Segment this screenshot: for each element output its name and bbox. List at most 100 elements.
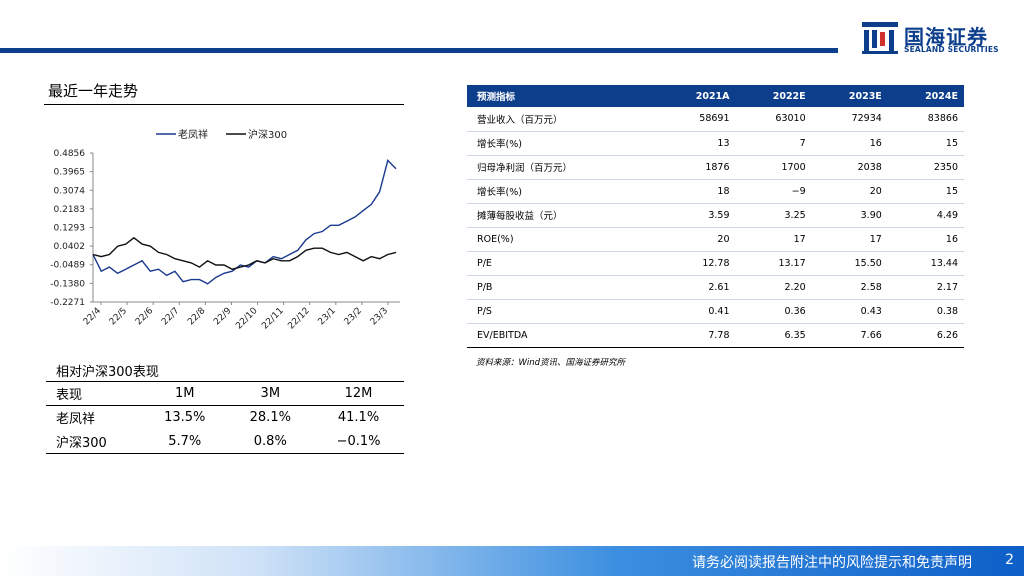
logo-text: 国海证券 (904, 25, 988, 49)
forecast-cell: 3.90 (811, 203, 888, 228)
relative-performance-table: 表现 1M 3M 12M 老凤祥 13.5% 28.1% 41.1% 沪深300… (46, 381, 404, 454)
y-tick-label: -0.0489 (50, 261, 85, 271)
header-rule (0, 48, 838, 53)
forecast-cell: 2.61 (659, 275, 736, 300)
forecast-cell: 0.36 (735, 299, 812, 324)
forecast-row: EV/EBITDA 7.78 6.35 7.66 6.26 (467, 323, 964, 348)
forecast-cell: 18 (659, 179, 736, 204)
legend-label: 老凤祥 (178, 128, 208, 141)
y-tick-label: 0.2183 (54, 205, 86, 215)
forecast-cell: 2.17 (887, 275, 964, 300)
logo-subtext: SEALAND SECURITIES (904, 45, 999, 54)
forecast-cell: 17 (811, 227, 888, 252)
perf-header-cell: 1M (142, 381, 228, 406)
forecast-cell: 17 (735, 227, 812, 252)
forecast-cell: 72934 (811, 107, 888, 132)
forecast-row: 归母净利润（百万元） 1876 1700 2038 2350 (467, 155, 964, 180)
x-tick-label: 22/4 (82, 306, 104, 328)
forecast-cell: 16 (811, 131, 888, 156)
forecast-row: ROE(%) 20 17 17 16 (467, 227, 964, 252)
y-tick-label: 0.3074 (54, 186, 86, 196)
forecast-header-row: 预测指标 2021A 2022E 2023E 2024E (467, 85, 964, 107)
forecast-cell: P/B (467, 275, 660, 300)
forecast-row: P/B 2.61 2.20 2.58 2.17 (467, 275, 964, 300)
forecast-header-cell: 预测指标 (467, 85, 660, 107)
perf-row: 沪深300 5.7% 0.8% −0.1% (46, 429, 404, 454)
x-tick-label: 23/3 (369, 306, 390, 327)
forecast-cell: 15.50 (811, 251, 888, 276)
x-tick-label: 22/7 (160, 306, 181, 327)
forecast-cell: 13 (659, 131, 736, 156)
forecast-cell: 4.49 (887, 203, 964, 228)
perf-cell: 13.5% (164, 410, 206, 426)
perf-table-title: 相对沪深300表现 (56, 365, 159, 380)
forecast-cell: 13.44 (887, 251, 964, 276)
stock-trend-chart: 0.4856 0.3965 0.3074 0.2183 0.1293 0.0402 -0.0… (50, 128, 400, 332)
forecast-cell: 7.66 (811, 323, 888, 348)
forecast-cell: 增长率(%) (467, 179, 660, 204)
legend-label: 沪深300 (248, 128, 287, 141)
forecast-row: 摊薄每股收益（元） 3.59 3.25 3.90 4.49 (467, 203, 964, 228)
data-source-note: 资料来源：Wind资讯、国海证券研究所 (476, 358, 626, 368)
perf-header-row: 表现 1M 3M 12M (46, 381, 404, 406)
perf-cell: 沪深300 (46, 429, 142, 454)
forecast-cell: 增长率(%) (467, 131, 660, 156)
x-tick-label: 22/12 (286, 306, 311, 331)
perf-cell: 0.8% (227, 429, 314, 454)
x-tick-label: 22/6 (134, 306, 156, 328)
perf-cell: −0.1% (313, 429, 404, 454)
perf-row: 老凤祥 13.5% 28.1% 41.1% (46, 406, 404, 430)
y-tick-label: -0.1380 (50, 279, 85, 289)
forecast-cell: ROE(%) (467, 227, 660, 252)
forecast-cell: 2.58 (811, 275, 888, 300)
forecast-cell: 营业收入（百万元） (467, 107, 660, 132)
perf-cell: 28.1% (249, 410, 291, 426)
x-tick-label: 22/8 (186, 306, 208, 328)
footer-bar: 请务必阅读报告附注中的风险提示和免责声明 2 (0, 546, 1024, 576)
forecast-header-cell: 2021A (659, 85, 736, 107)
forecast-cell: EV/EBITDA (467, 323, 660, 348)
forecast-cell: 58691 (659, 107, 736, 132)
forecast-cell: 6.35 (735, 323, 812, 348)
forecast-row: 增长率(%) 13 7 16 15 (467, 131, 964, 156)
forecast-cell: 12.78 (659, 251, 736, 276)
forecast-table: 预测指标 2021A 2022E 2023E 2024E 营业收入（百万元） 58… (467, 85, 964, 348)
perf-cell: 5.7% (142, 429, 228, 454)
x-tick-label: 22/10 (234, 306, 260, 332)
forecast-cell: −9 (735, 179, 812, 204)
x-tick-label: 22/5 (108, 306, 129, 327)
forecast-header-cell: 2022E (735, 85, 812, 107)
forecast-cell: 3.59 (659, 203, 736, 228)
series-line-1 (92, 236, 397, 270)
forecast-cell: P/S (467, 299, 660, 324)
forecast-cell: 83866 (887, 107, 964, 132)
perf-header-cell: 表现 (46, 381, 142, 406)
forecast-header-cell: 2024E (887, 85, 964, 107)
disclaimer-text: 请务必阅读报告附注中的风险提示和免责声明 (692, 555, 972, 571)
forecast-cell: 2.20 (735, 275, 812, 300)
perf-cell: 41.1% (337, 410, 380, 426)
y-tick-label: 0.1293 (54, 223, 86, 233)
forecast-cell: 16 (887, 227, 964, 252)
forecast-cell: 2038 (811, 155, 888, 180)
forecast-cell: 0.38 (887, 299, 964, 324)
forecast-row: 营业收入（百万元） 58691 63010 72934 83866 (467, 107, 964, 132)
forecast-header-cell: 2023E (811, 85, 888, 107)
forecast-cell: 3.25 (735, 203, 812, 228)
y-tick-label: 0.4856 (54, 149, 86, 159)
forecast-cell: 0.41 (659, 299, 736, 324)
sealand-logo-icon (862, 22, 898, 54)
forecast-cell: 2350 (887, 155, 964, 180)
forecast-cell: 1876 (659, 155, 736, 180)
page-number: 2 (1005, 552, 1014, 568)
forecast-cell: 63010 (735, 107, 812, 132)
forecast-cell: P/E (467, 251, 660, 276)
perf-header-cell: 12M (313, 381, 404, 406)
perf-header-cell: 3M (227, 381, 314, 406)
x-tick-label: 22/11 (260, 306, 285, 331)
forecast-row: P/S 0.41 0.36 0.43 0.38 (467, 299, 964, 324)
forecast-cell: 7 (735, 131, 812, 156)
forecast-cell: 13.17 (735, 251, 812, 276)
forecast-cell: 15 (887, 179, 964, 204)
y-tick-label: 0.3965 (54, 168, 86, 178)
